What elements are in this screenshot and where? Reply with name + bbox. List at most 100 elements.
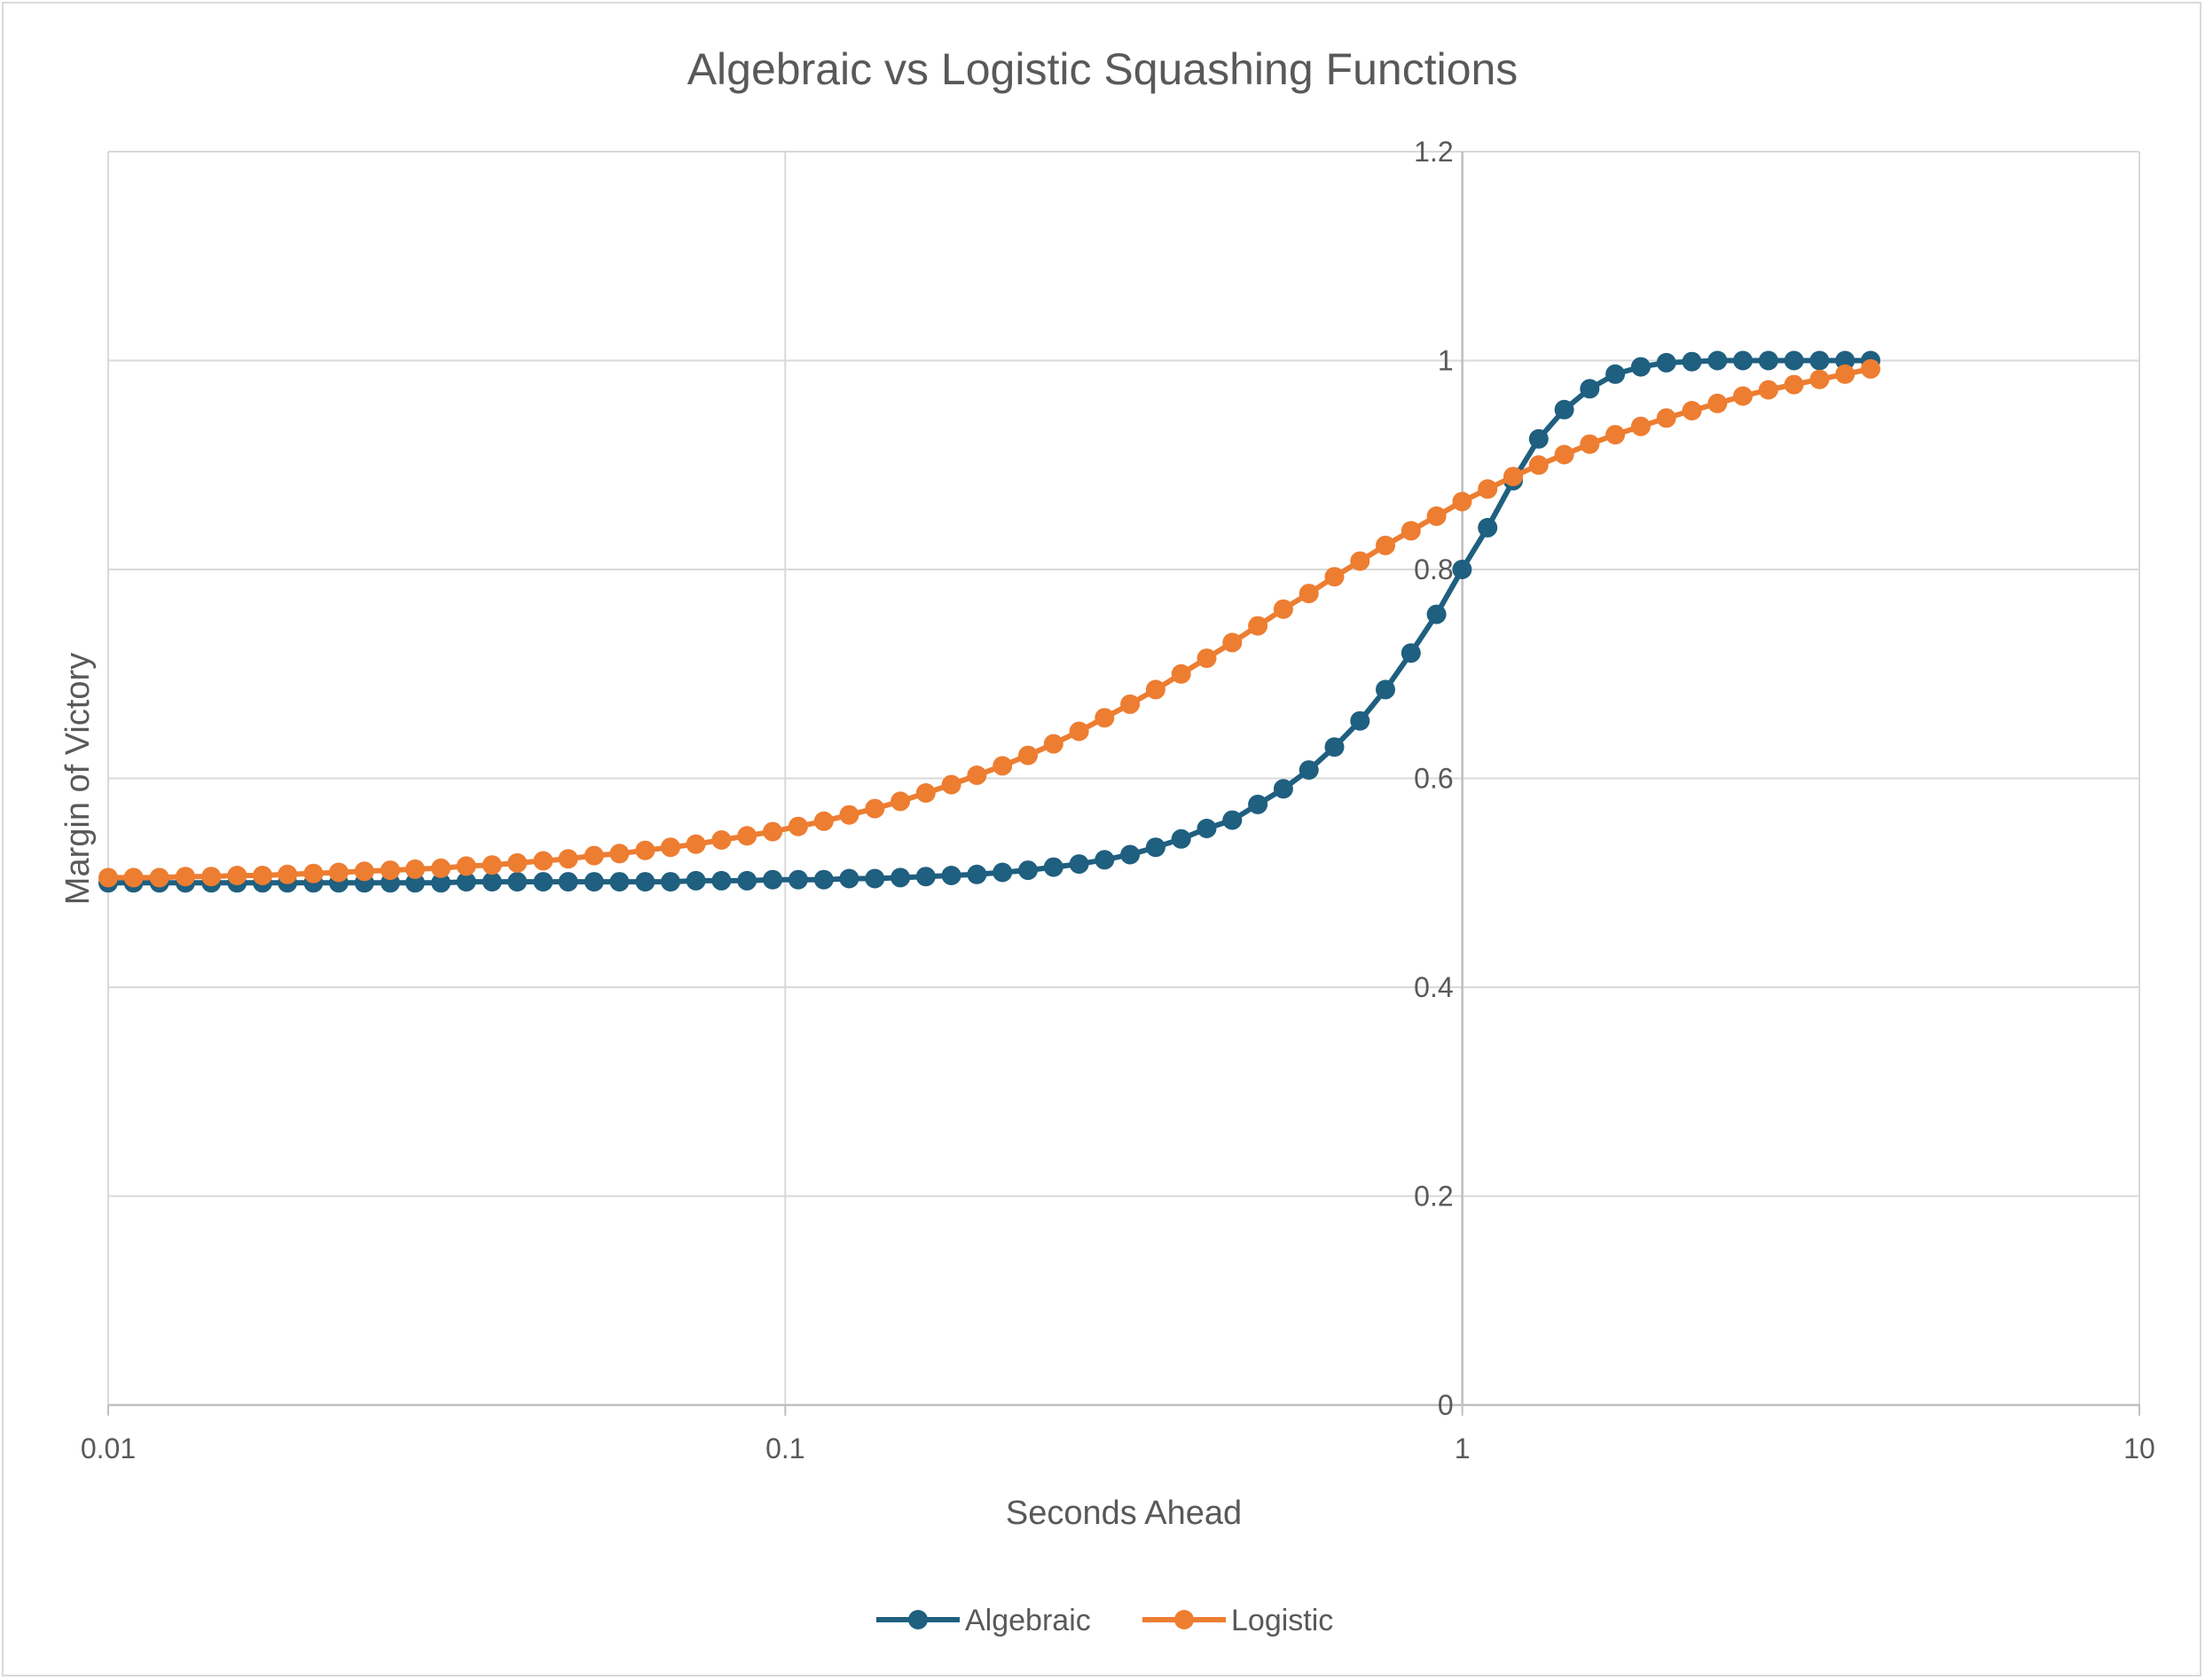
data-point-algebraic xyxy=(533,872,553,892)
data-point-algebraic xyxy=(1145,837,1165,858)
data-point-logistic xyxy=(1401,521,1421,541)
data-point-logistic xyxy=(278,864,298,884)
data-point-algebraic xyxy=(737,870,757,891)
x-tick-label: 0.01 xyxy=(81,1433,136,1464)
data-point-logistic xyxy=(507,852,528,873)
data-point-logistic xyxy=(1069,721,1089,742)
chart-title: Algebraic vs Logistic Squashing Function… xyxy=(687,44,1518,94)
data-point-logistic xyxy=(253,866,272,885)
data-point-logistic xyxy=(941,774,961,795)
data-point-logistic xyxy=(176,867,195,887)
data-point-logistic xyxy=(1018,745,1038,765)
data-point-algebraic xyxy=(941,866,961,885)
data-point-algebraic xyxy=(1605,364,1626,384)
y-tick-label: 0.2 xyxy=(1414,1181,1453,1213)
data-point-logistic xyxy=(763,821,783,842)
data-point-algebraic xyxy=(1682,351,1702,372)
series-line-logistic xyxy=(108,365,1872,881)
data-point-algebraic xyxy=(1784,350,1804,371)
data-point-algebraic xyxy=(661,872,680,892)
data-point-algebraic xyxy=(456,872,476,892)
data-point-algebraic xyxy=(915,867,936,887)
data-point-logistic xyxy=(711,830,732,850)
data-point-algebraic xyxy=(1630,357,1651,377)
data-point-logistic xyxy=(482,855,502,875)
data-point-algebraic xyxy=(1758,350,1778,371)
data-point-logistic xyxy=(354,861,374,882)
data-point-algebraic xyxy=(1197,819,1217,838)
data-point-logistic xyxy=(1120,694,1141,714)
data-point-logistic xyxy=(1452,491,1472,512)
data-point-algebraic xyxy=(967,864,987,884)
data-point-logistic xyxy=(98,867,118,888)
data-point-logistic xyxy=(405,859,425,879)
data-point-logistic xyxy=(788,816,808,836)
data-point-logistic xyxy=(865,798,885,819)
gridlines xyxy=(107,151,2140,1406)
data-point-algebraic xyxy=(1452,560,1472,579)
data-point-logistic xyxy=(1376,535,1395,555)
x-tick-label: 0.1 xyxy=(765,1433,804,1464)
legend: Algebraic Logistic xyxy=(876,1604,1333,1637)
data-point-logistic xyxy=(1835,364,1856,384)
data-point-algebraic xyxy=(865,868,885,889)
data-point-logistic xyxy=(1528,455,1549,475)
data-point-algebraic xyxy=(1528,428,1549,449)
data-point-logistic xyxy=(1350,551,1370,571)
data-point-logistic xyxy=(584,845,604,866)
data-point-logistic xyxy=(1809,369,1830,389)
data-point-algebraic xyxy=(584,872,604,892)
data-point-logistic xyxy=(839,805,859,825)
data-point-algebraic xyxy=(1478,517,1498,538)
data-point-algebraic xyxy=(1069,854,1089,875)
data-point-algebraic xyxy=(788,869,808,890)
tick-labels: 0 0.2 0.4 0.6 0.8 1 1.2 0.01 0.1 1 10 xyxy=(81,136,2155,1464)
legend-label-logistic: Logistic xyxy=(1231,1604,1333,1637)
y-tick-label: 0.8 xyxy=(1414,553,1453,585)
data-point-algebraic xyxy=(839,868,859,889)
data-point-algebraic xyxy=(1324,737,1345,758)
data-point-logistic xyxy=(609,844,630,864)
data-point-algebraic xyxy=(1426,604,1447,624)
data-point-logistic xyxy=(533,851,553,871)
data-point-algebraic xyxy=(1401,643,1421,663)
y-tick-label: 1 xyxy=(1438,345,1454,377)
plot-area xyxy=(98,350,1880,893)
y-tick-label: 1.2 xyxy=(1414,136,1453,168)
data-point-algebraic xyxy=(1656,352,1676,373)
x-tick-label: 10 xyxy=(2123,1433,2155,1464)
data-point-algebraic xyxy=(686,870,706,891)
data-point-algebraic xyxy=(763,869,783,890)
data-point-algebraic xyxy=(1222,810,1243,830)
data-point-algebraic xyxy=(482,872,502,892)
data-point-logistic xyxy=(1656,408,1676,428)
data-point-algebraic xyxy=(1554,399,1574,420)
data-point-algebraic xyxy=(1171,828,1191,849)
data-point-logistic xyxy=(635,840,655,860)
data-point-logistic xyxy=(1707,393,1728,413)
data-point-algebraic xyxy=(813,869,834,890)
data-point-logistic xyxy=(431,858,451,878)
data-point-logistic xyxy=(1861,358,1880,379)
legend-label-algebraic: Algebraic xyxy=(965,1604,1091,1637)
data-point-logistic xyxy=(1733,386,1753,406)
y-tick-label: 0 xyxy=(1438,1389,1454,1421)
data-point-logistic xyxy=(227,866,247,885)
data-point-logistic xyxy=(303,863,324,883)
data-point-algebraic xyxy=(1350,710,1370,731)
data-point-logistic xyxy=(1248,616,1268,636)
y-axis-label: Margin of Victory xyxy=(59,653,97,905)
data-point-logistic xyxy=(1299,584,1319,604)
data-point-logistic xyxy=(1197,648,1217,669)
data-point-algebraic xyxy=(609,872,630,892)
data-point-logistic xyxy=(558,849,578,869)
data-point-logistic xyxy=(661,837,680,858)
data-point-algebraic xyxy=(507,872,528,892)
legend-marker-logistic xyxy=(1174,1610,1194,1629)
data-point-algebraic xyxy=(1248,794,1268,814)
data-point-logistic xyxy=(1273,599,1293,619)
axes xyxy=(107,152,2140,1416)
data-point-logistic xyxy=(891,791,911,812)
